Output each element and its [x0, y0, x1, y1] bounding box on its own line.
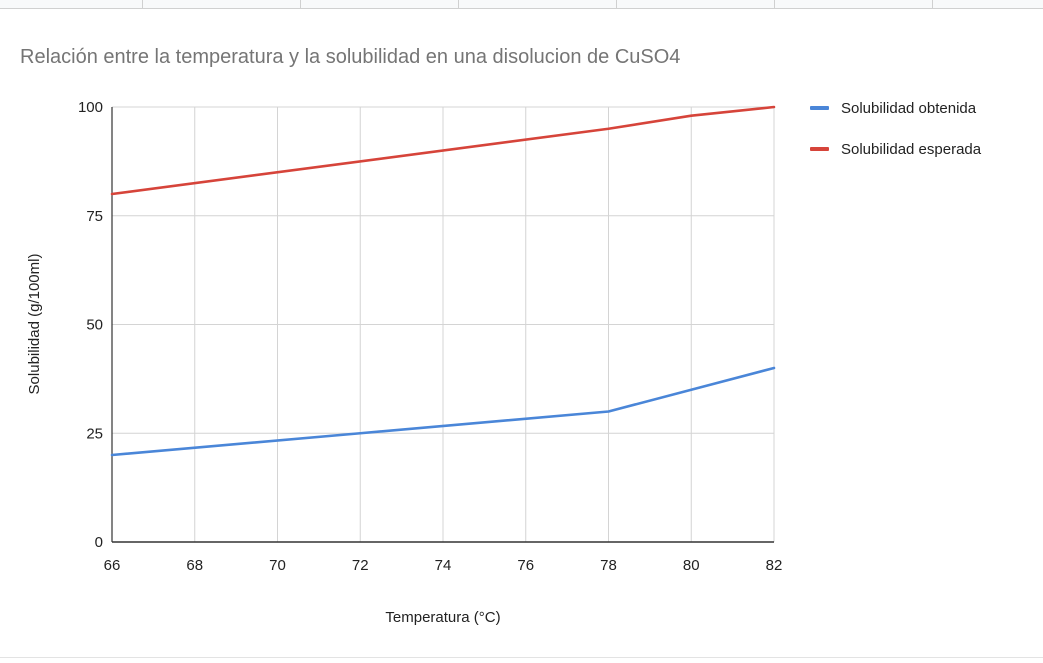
y-tick-label: 0 — [95, 534, 103, 551]
x-tick-label: 82 — [766, 557, 783, 574]
spreadsheet-header-strip — [0, 0, 1043, 9]
x-tick-label: 74 — [435, 557, 452, 574]
spreadsheet-column-divider — [142, 0, 143, 8]
spreadsheet-column-divider — [458, 0, 459, 8]
legend-item-esperada[interactable]: Solubilidad esperada — [810, 139, 981, 159]
y-axis-title: Solubilidad (g/100ml) — [26, 254, 43, 395]
x-tick-label: 80 — [683, 557, 700, 574]
x-tick-label: 78 — [600, 557, 617, 574]
x-tick-label: 70 — [269, 557, 286, 574]
series-line-esperada — [110, 105, 776, 196]
chart-title: Relación entre la temperatura y la solub… — [20, 46, 681, 68]
chart-series — [110, 105, 776, 457]
spreadsheet-column-divider — [300, 0, 301, 8]
chart-legend: Solubilidad obtenida Solubilidad esperad… — [810, 98, 981, 180]
y-tick-label: 75 — [86, 208, 103, 225]
legend-label-esperada: Solubilidad esperada — [841, 140, 982, 158]
legend-swatch-esperada — [810, 147, 829, 151]
x-tick-label: 68 — [186, 557, 203, 574]
spreadsheet-column-divider — [774, 0, 775, 8]
legend-label-obtenida: Solubilidad obtenida — [841, 99, 977, 117]
tick-labels: 66 68 70 72 74 76 78 80 82 0 25 50 75 100 — [78, 99, 782, 574]
x-axis-title: Temperatura (°C) — [385, 609, 500, 626]
spreadsheet-column-divider — [932, 0, 933, 8]
x-tick-label: 66 — [104, 557, 121, 574]
y-tick-label: 50 — [86, 317, 103, 334]
spreadsheet-column-divider — [616, 0, 617, 8]
series-line-obtenida — [110, 366, 776, 457]
y-tick-label: 25 — [86, 425, 103, 442]
chart-grid — [111, 106, 775, 542]
y-tick-label: 100 — [78, 99, 103, 116]
bottom-divider — [0, 657, 1043, 658]
x-tick-label: 76 — [517, 557, 534, 574]
chart-axes — [111, 107, 774, 543]
legend-swatch-obtenida — [810, 106, 829, 110]
legend-item-obtenida[interactable]: Solubilidad obtenida — [810, 98, 981, 118]
x-tick-label: 72 — [352, 557, 369, 574]
